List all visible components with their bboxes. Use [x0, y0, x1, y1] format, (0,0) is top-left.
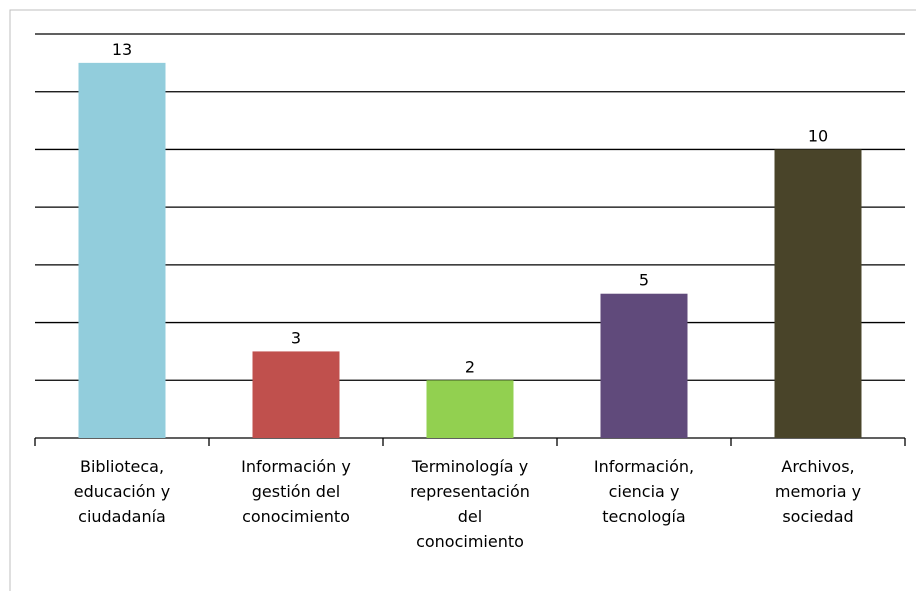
data-label: 13 [112, 40, 132, 59]
frame [9, 9, 916, 591]
x-tick-label: Biblioteca, educación y ciudadanía [73, 457, 171, 526]
bar [600, 293, 688, 438]
bar [252, 351, 340, 438]
bar [774, 149, 862, 438]
x-tick-label: Información y gestión del conocimiento [241, 457, 351, 526]
bar [426, 380, 514, 438]
data-label: 5 [639, 271, 649, 290]
data-label: 3 [291, 328, 301, 347]
data-label: 2 [465, 357, 475, 376]
bar [78, 62, 166, 438]
x-tick-label: Terminología y representación del conoci… [410, 457, 530, 551]
x-tick-label: Información, ciencia y tecnología [593, 457, 695, 526]
data-label: 10 [808, 126, 828, 145]
x-tick-label: Archivos, memoria y sociedad [774, 457, 862, 526]
